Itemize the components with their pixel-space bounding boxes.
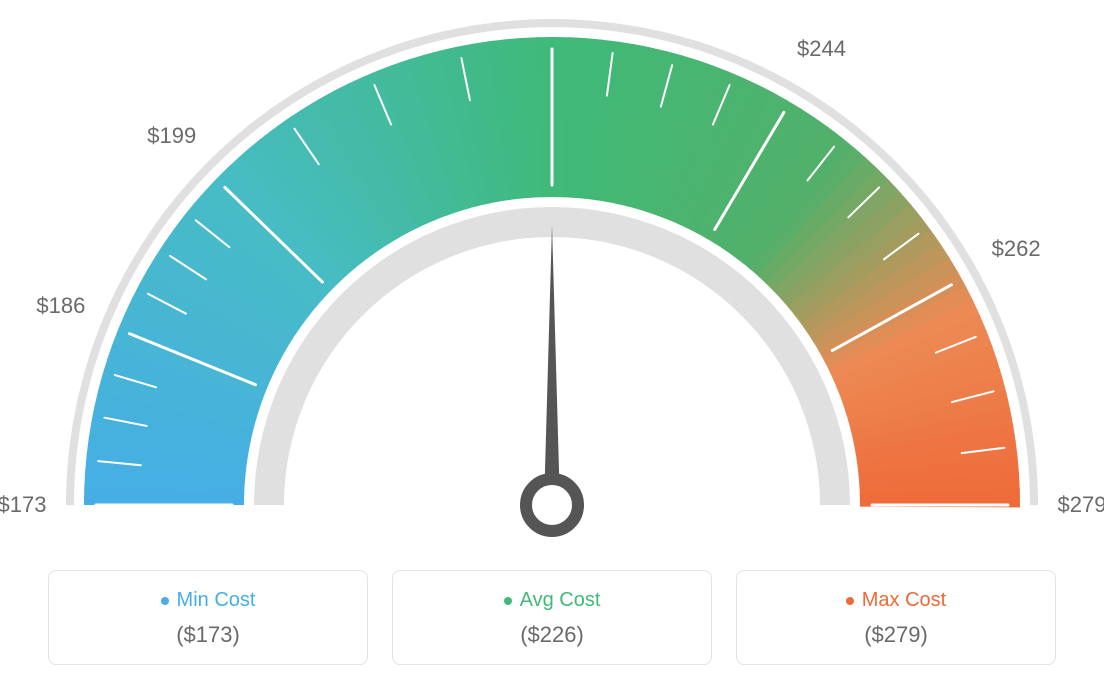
min-cost-card: Min Cost ($173) <box>48 570 368 665</box>
tick-label: $244 <box>797 36 846 62</box>
legend-row: Min Cost ($173) Avg Cost ($226) Max Cost… <box>0 570 1104 665</box>
avg-cost-card: Avg Cost ($226) <box>392 570 712 665</box>
tick-label: $279 <box>1058 492 1104 518</box>
max-cost-card: Max Cost ($279) <box>736 570 1056 665</box>
avg-value: ($226) <box>403 622 701 648</box>
max-value: ($279) <box>747 622 1045 648</box>
avg-cost-title: Avg Cost <box>504 589 601 612</box>
max-dot-icon <box>846 597 854 605</box>
max-cost-title: Max Cost <box>846 589 946 612</box>
min-label: Min Cost <box>177 589 256 612</box>
tick-label: $173 <box>0 492 46 518</box>
tick-label: $199 <box>147 123 196 149</box>
min-value: ($173) <box>59 622 357 648</box>
min-cost-title: Min Cost <box>161 589 256 612</box>
cost-gauge: $173$186$199$226$244$262$279 <box>0 0 1104 560</box>
avg-dot-icon <box>504 597 512 605</box>
avg-label: Avg Cost <box>520 589 601 612</box>
tick-label: $262 <box>992 236 1041 262</box>
gauge-svg <box>0 0 1104 560</box>
tick-label: $186 <box>36 293 85 319</box>
max-label: Max Cost <box>862 589 946 612</box>
min-dot-icon <box>161 597 169 605</box>
